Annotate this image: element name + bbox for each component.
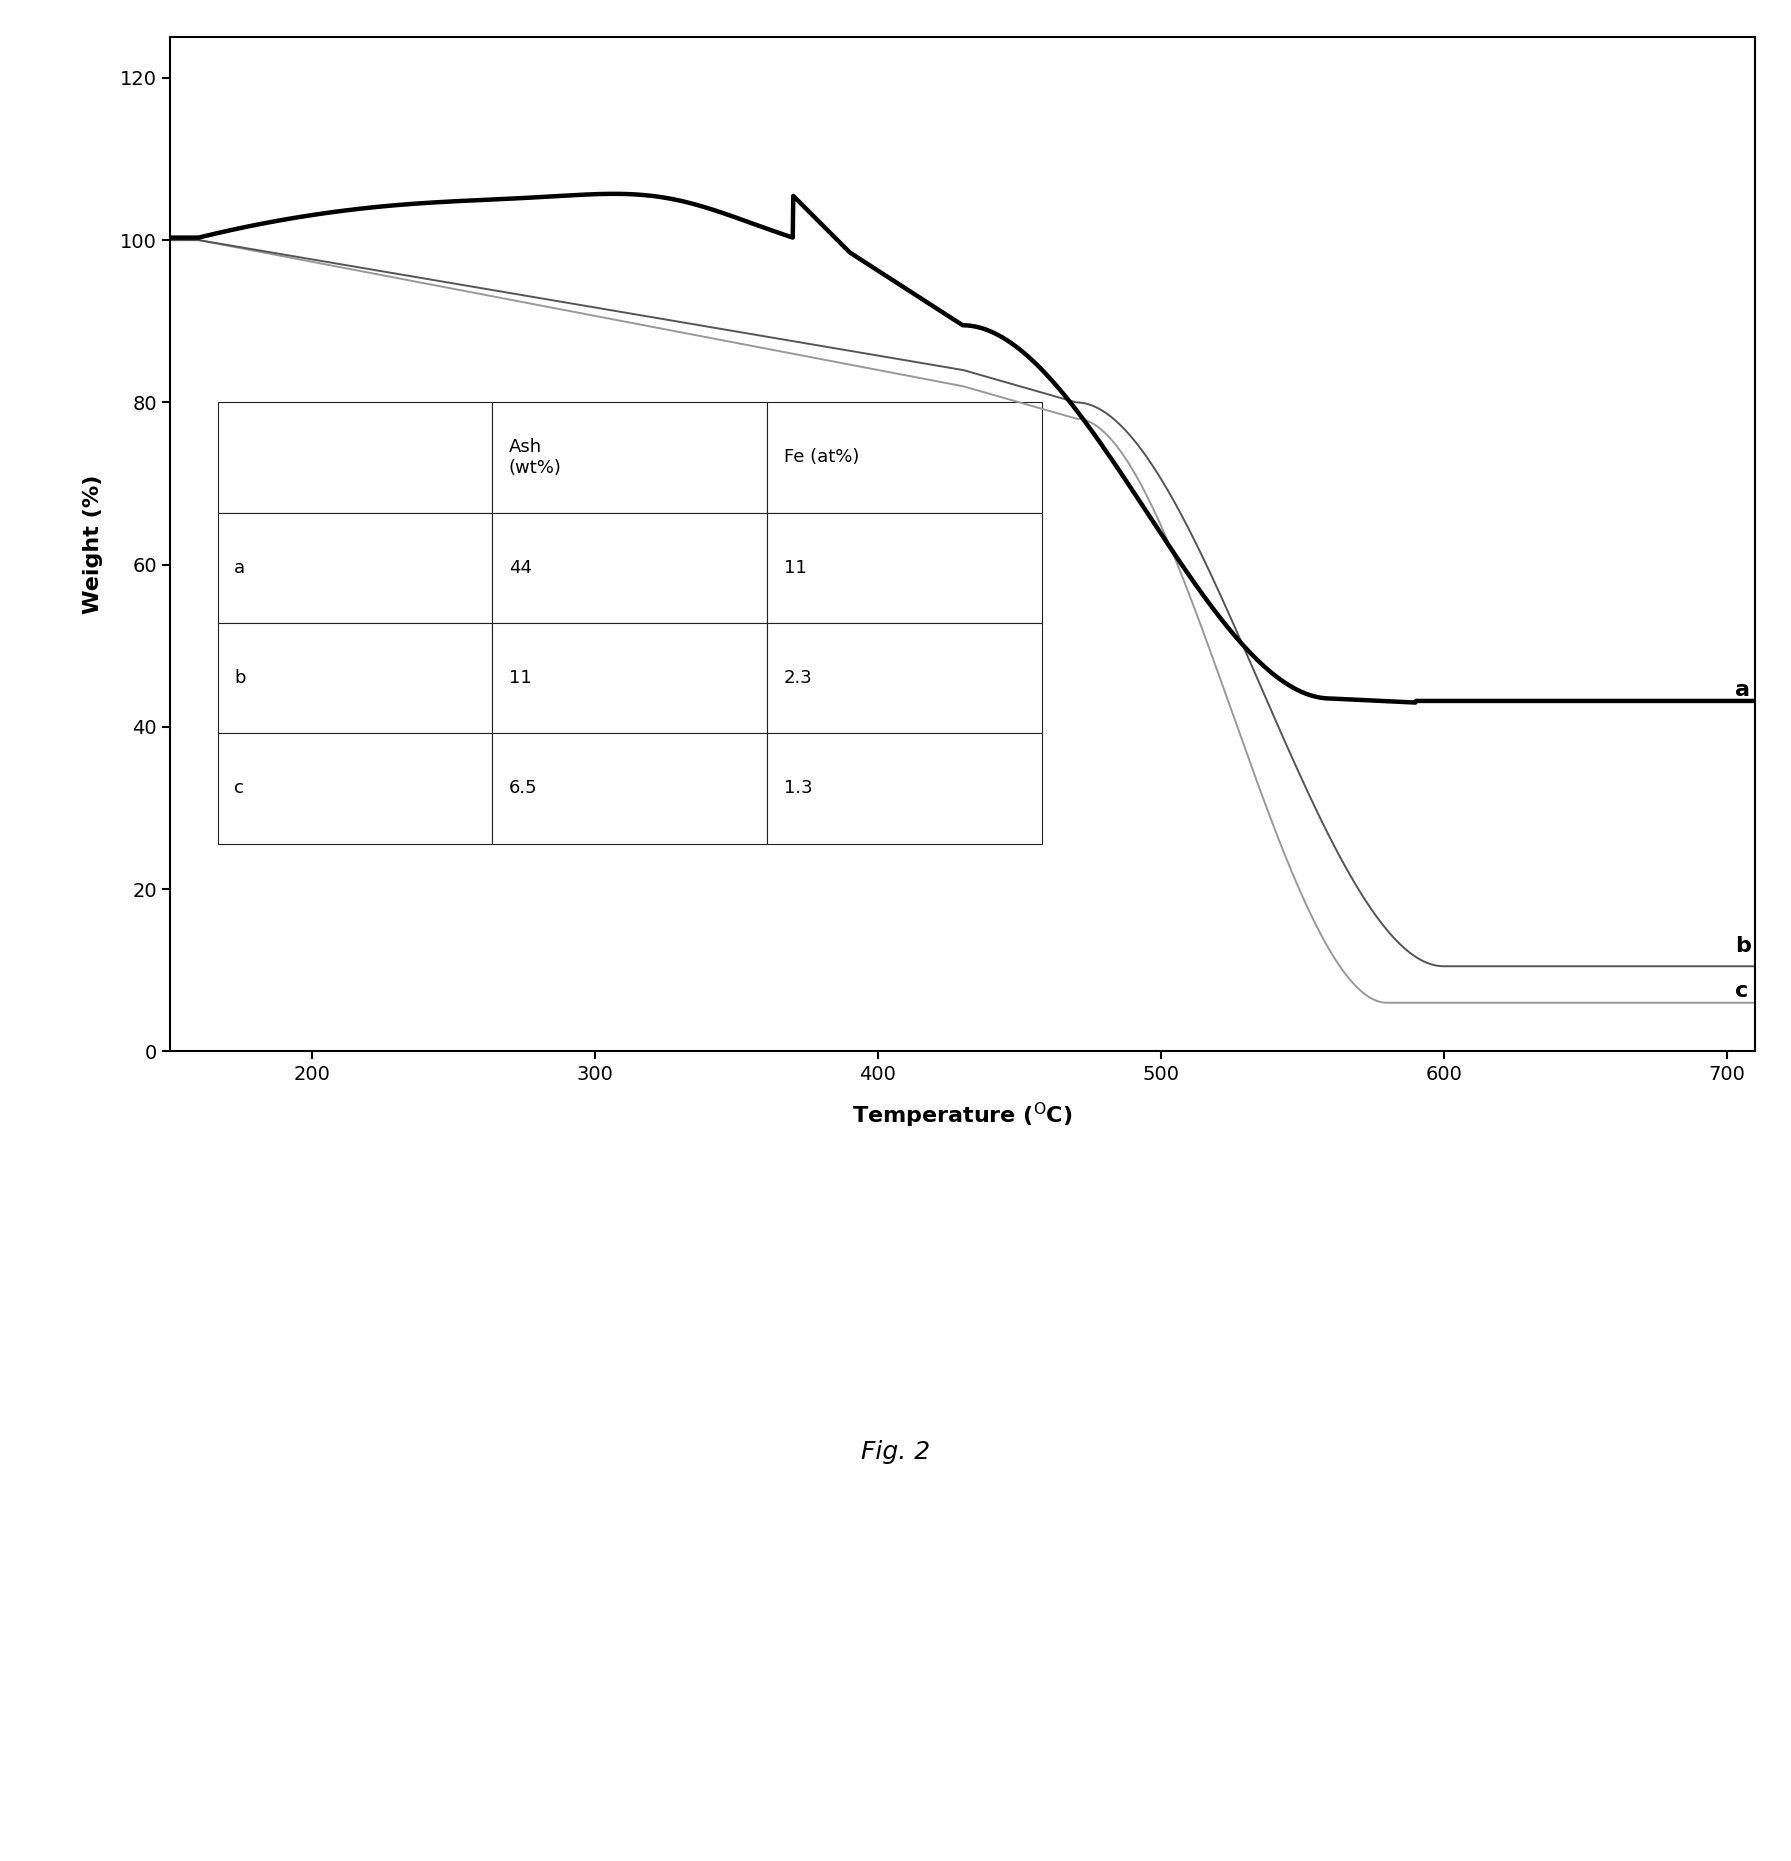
Text: Fig. 2: Fig. 2 bbox=[861, 1440, 930, 1463]
X-axis label: Temperature ($^{\mathrm{O}}$C): Temperature ($^{\mathrm{O}}$C) bbox=[853, 1100, 1073, 1130]
Y-axis label: Weight (%): Weight (%) bbox=[84, 475, 104, 614]
Text: c: c bbox=[1735, 981, 1748, 1001]
Text: a: a bbox=[1735, 681, 1750, 700]
Text: b: b bbox=[1735, 936, 1752, 957]
